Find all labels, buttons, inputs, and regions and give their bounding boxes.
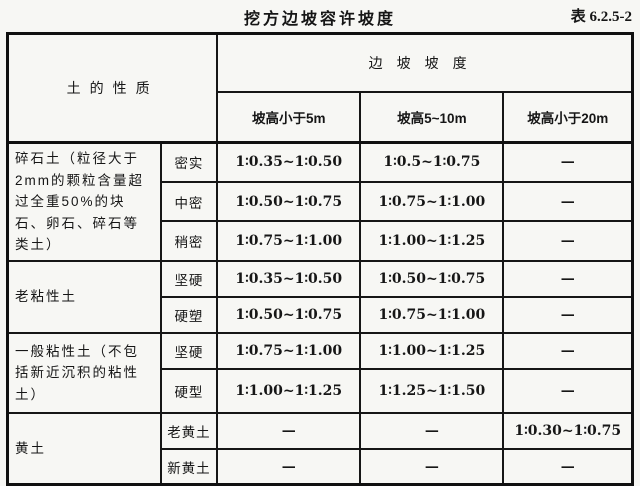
state-cell: 坚硬 xyxy=(159,331,219,370)
value-cell: 1∶1.00~1∶1.25 xyxy=(216,367,362,414)
table-row: 老粘性土 坚硬 1∶0.35~1∶0.50 1∶0.50~1∶0.75 — xyxy=(6,259,634,334)
value-cell: — xyxy=(216,411,362,450)
value-cell: 1∶0.35~1∶0.50 xyxy=(216,259,362,298)
value-cell: — xyxy=(502,141,634,183)
state-cell: 中密 xyxy=(159,180,219,223)
title-bar: 挖方边坡容许坡度 表 6.2.5-2 xyxy=(0,0,640,32)
table-row: 黄土 老黄土 — — 1∶0.30~1∶0.75 xyxy=(6,411,634,486)
table-number: 表 6.2.5-2 xyxy=(570,9,632,25)
value-cell: — xyxy=(359,411,505,450)
table-row: 一般粘性土（不包括新近沉积的粘性土） 坚硬 1∶0.75~1∶1.00 1∶1.… xyxy=(6,331,634,414)
value-cell: — xyxy=(502,220,634,262)
state-cell: 坚硬 xyxy=(159,259,219,298)
header-row-2: 坡高小于5m 坡高5~10m 坡高小于20m xyxy=(8,91,634,144)
state-cell: 稍密 xyxy=(159,220,219,262)
slope-table: 土的性质 边坡坡度 坡高小于5m 坡高5~10m 坡高小于20m 碎石土（粒径大… xyxy=(6,32,634,486)
table-row: 稍密 1∶0.75~1∶1.00 1∶1.00~1∶1.25 — xyxy=(8,220,634,262)
value-cell: 1∶0.75~1∶1.00 xyxy=(216,220,362,262)
state-cell: 硬型 xyxy=(159,367,219,414)
table-row: 中密 1∶0.50~1∶0.75 1∶0.75~1∶1.00 — xyxy=(8,180,634,223)
value-cell: — xyxy=(359,447,505,486)
value-cell: 1∶0.75~1∶1.00 xyxy=(359,180,505,223)
value-cell: 1∶0.5~1∶0.75 xyxy=(359,141,505,183)
value-cell: 1∶1.00~1∶1.25 xyxy=(359,220,505,262)
value-cell: 1∶1.25~1∶1.50 xyxy=(359,367,505,414)
state-cell: 硬塑 xyxy=(159,295,219,334)
value-cell: 1∶0.50~1∶0.75 xyxy=(359,259,505,298)
value-cell: — xyxy=(216,447,362,486)
value-cell: — xyxy=(502,367,634,414)
header-col-height-lt20m: 坡高小于20m xyxy=(502,91,634,144)
value-cell: 1∶0.50~1∶0.75 xyxy=(216,180,362,223)
value-cell: 1∶0.35~1∶0.50 xyxy=(216,141,362,183)
table-row: 硬塑 1∶0.50~1∶0.75 1∶0.75~1∶1.00 — xyxy=(8,295,634,334)
header-slope-group: 边坡坡度 xyxy=(216,32,634,93)
value-cell: — xyxy=(502,259,634,298)
header-row-1: 土的性质 边坡坡度 xyxy=(6,32,634,144)
value-cell: 1∶0.75~1∶1.00 xyxy=(216,331,362,370)
state-cell: 新黄土 xyxy=(159,447,219,486)
value-cell: 1∶0.50~1∶0.75 xyxy=(216,295,362,334)
value-cell: — xyxy=(502,180,634,223)
value-cell: — xyxy=(502,295,634,334)
value-cell: — xyxy=(502,331,634,370)
header-col-height-lt5m: 坡高小于5m xyxy=(216,91,362,144)
group-name-gravel-soil: 碎石土（粒径大于2mm的颗粒含量超过全重50%的块石、卵石、碎石等类土） xyxy=(6,141,162,262)
header-soil-property: 土的性质 xyxy=(6,32,219,144)
group-name-general-clay: 一般粘性土（不包括新近沉积的粘性土） xyxy=(6,331,162,414)
state-cell: 老黄土 xyxy=(159,411,219,450)
value-cell: 1∶1.00~1∶1.25 xyxy=(359,331,505,370)
group-name-loess: 黄土 xyxy=(6,411,162,486)
value-cell: 1∶0.75~1∶1.00 xyxy=(359,295,505,334)
state-cell: 密实 xyxy=(159,141,219,183)
table-row: 硬型 1∶1.00~1∶1.25 1∶1.25~1∶1.50 — xyxy=(8,367,634,414)
page-title: 挖方边坡容许坡度 xyxy=(243,11,396,28)
table-row: 碎石土（粒径大于2mm的颗粒含量超过全重50%的块石、卵石、碎石等类土） 密实 … xyxy=(6,141,634,262)
header-col-height-5-10m: 坡高5~10m xyxy=(359,91,505,144)
value-cell: 1∶0.30~1∶0.75 xyxy=(502,411,634,450)
group-name-old-clay: 老粘性土 xyxy=(6,259,162,334)
value-cell: — xyxy=(502,447,634,486)
